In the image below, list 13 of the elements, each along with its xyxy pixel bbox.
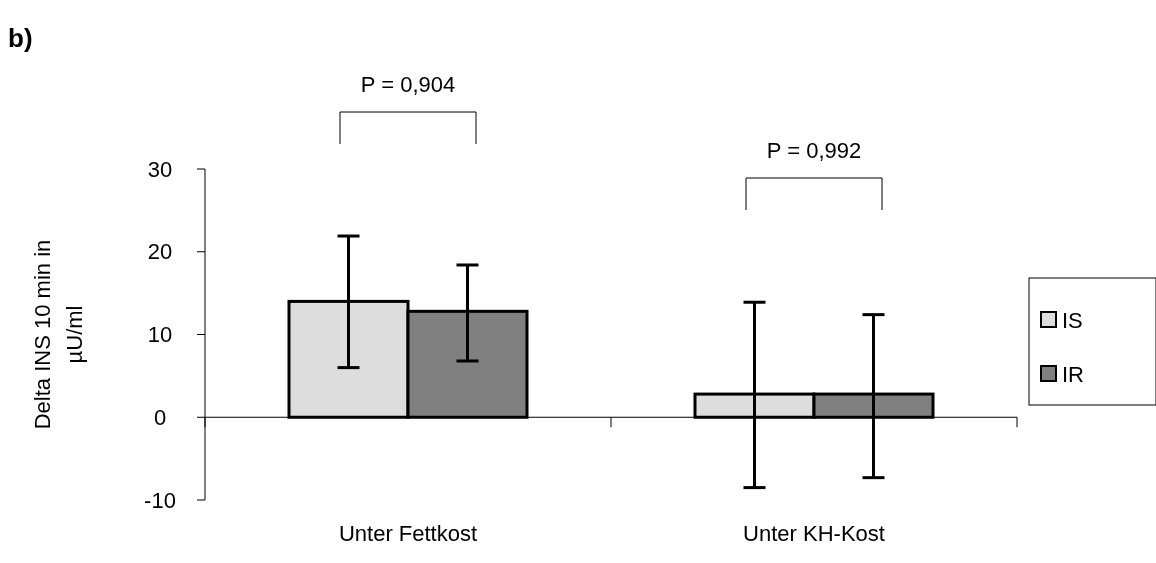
x-tick-label: Unter Fettkost xyxy=(338,521,478,546)
legend-label: IR xyxy=(1062,361,1084,387)
chart-title: b) xyxy=(8,23,33,53)
x-tick-label: Unter KH-Kost xyxy=(743,521,885,546)
y-axis-title: Delta INS 10 min in µU/ml xyxy=(30,239,87,430)
y-tick-label: 10 xyxy=(147,322,173,348)
text: P = 0,904 xyxy=(360,72,456,97)
legend-label: IS xyxy=(1062,307,1083,333)
y-tick-label: 30 xyxy=(147,156,173,182)
y-tick-label: 0 xyxy=(153,404,167,430)
y-tick-label: -10 xyxy=(144,487,176,513)
text: P = 0,992 xyxy=(766,138,862,163)
y-tick-label: 20 xyxy=(147,239,173,265)
